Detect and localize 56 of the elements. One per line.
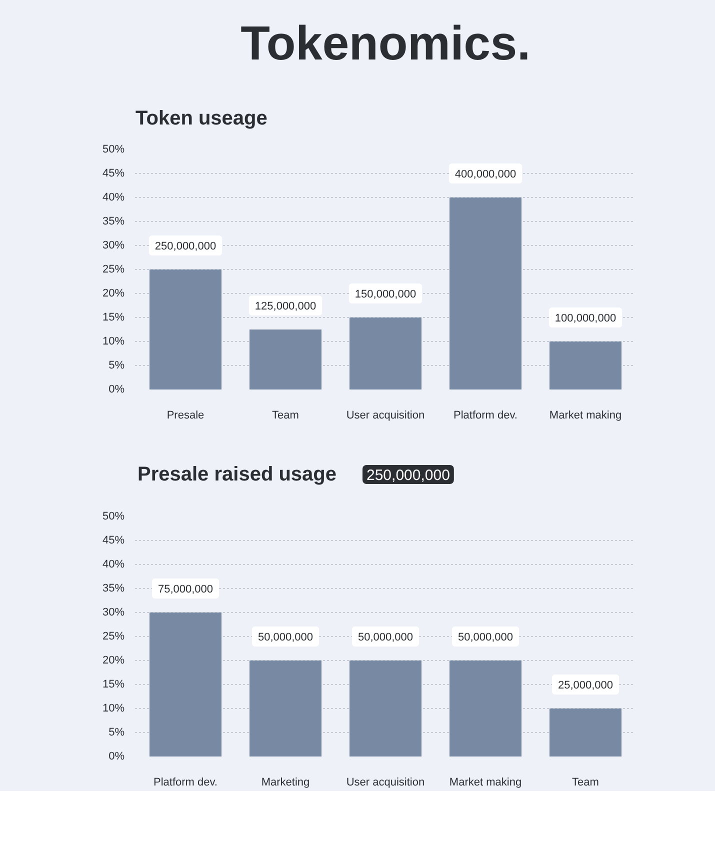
- bar: [550, 708, 622, 756]
- annotation: 150,000,000: [354, 288, 416, 300]
- bar: [250, 660, 322, 756]
- y-tick-label: 0%: [108, 750, 125, 762]
- y-tick-label: 20%: [102, 654, 125, 666]
- x-tick-label: Team: [272, 410, 299, 422]
- x-tick-label: Presale: [166, 410, 204, 422]
- y-tick-label: 50%: [102, 510, 125, 522]
- x-tick-label: Platform dev.: [154, 776, 218, 788]
- x-tick-label: Team: [572, 776, 599, 788]
- bar: [350, 660, 422, 756]
- bar: [550, 342, 622, 390]
- bar: [250, 330, 322, 390]
- annotation: 75,000,000: [158, 584, 214, 596]
- y-tick-label: 10%: [102, 336, 125, 348]
- y-tick-label: 40%: [102, 192, 125, 204]
- annotation: 100,000,000: [554, 312, 616, 324]
- y-tick-label: 15%: [102, 312, 125, 324]
- y-tick-label: 45%: [102, 168, 125, 180]
- annotation: 25,000,000: [558, 680, 614, 692]
- y-tick-label: 50%: [102, 144, 125, 156]
- bar: [350, 318, 422, 390]
- y-tick-label: 0%: [108, 384, 125, 396]
- chart-title: Tokenomics.: [240, 18, 530, 70]
- y-tick-label: 10%: [102, 702, 125, 714]
- y-tick-label: 45%: [102, 534, 125, 546]
- y-tick-label: 15%: [102, 678, 125, 690]
- x-tick-label: Market making: [449, 776, 522, 788]
- x-tick-label: User acquisition: [346, 776, 425, 788]
- x-tick-label: Market making: [549, 410, 622, 422]
- text: 250,000,000: [366, 467, 450, 484]
- chart-title: Presale raised usage: [138, 464, 337, 486]
- bar: [150, 612, 222, 756]
- y-tick-label: 40%: [102, 558, 125, 570]
- y-tick-label: 35%: [102, 582, 125, 594]
- x-tick-label: User acquisition: [346, 410, 425, 422]
- x-tick-label: Marketing: [261, 776, 310, 788]
- chart-subtitle: Token useage: [136, 108, 268, 130]
- y-tick-label: 30%: [102, 606, 125, 618]
- y-tick-label: 5%: [108, 726, 125, 738]
- y-tick-label: 20%: [102, 288, 125, 300]
- annotation: 400,000,000: [454, 168, 516, 180]
- annotation: 50,000,000: [258, 632, 314, 644]
- x-tick-label: Platform dev.: [454, 410, 518, 422]
- y-tick-label: 30%: [102, 240, 125, 252]
- y-tick-label: 25%: [102, 264, 125, 276]
- annotation: 250,000,000: [154, 240, 216, 252]
- annotation: 125,000,000: [254, 300, 316, 312]
- bar: [150, 270, 222, 390]
- annotation: 50,000,000: [458, 632, 514, 644]
- annotation: 50,000,000: [358, 632, 414, 644]
- y-tick-label: 5%: [108, 360, 125, 372]
- y-tick-label: 25%: [102, 630, 125, 642]
- bar: [450, 660, 522, 756]
- y-tick-label: 35%: [102, 216, 125, 228]
- bar: [450, 198, 522, 390]
